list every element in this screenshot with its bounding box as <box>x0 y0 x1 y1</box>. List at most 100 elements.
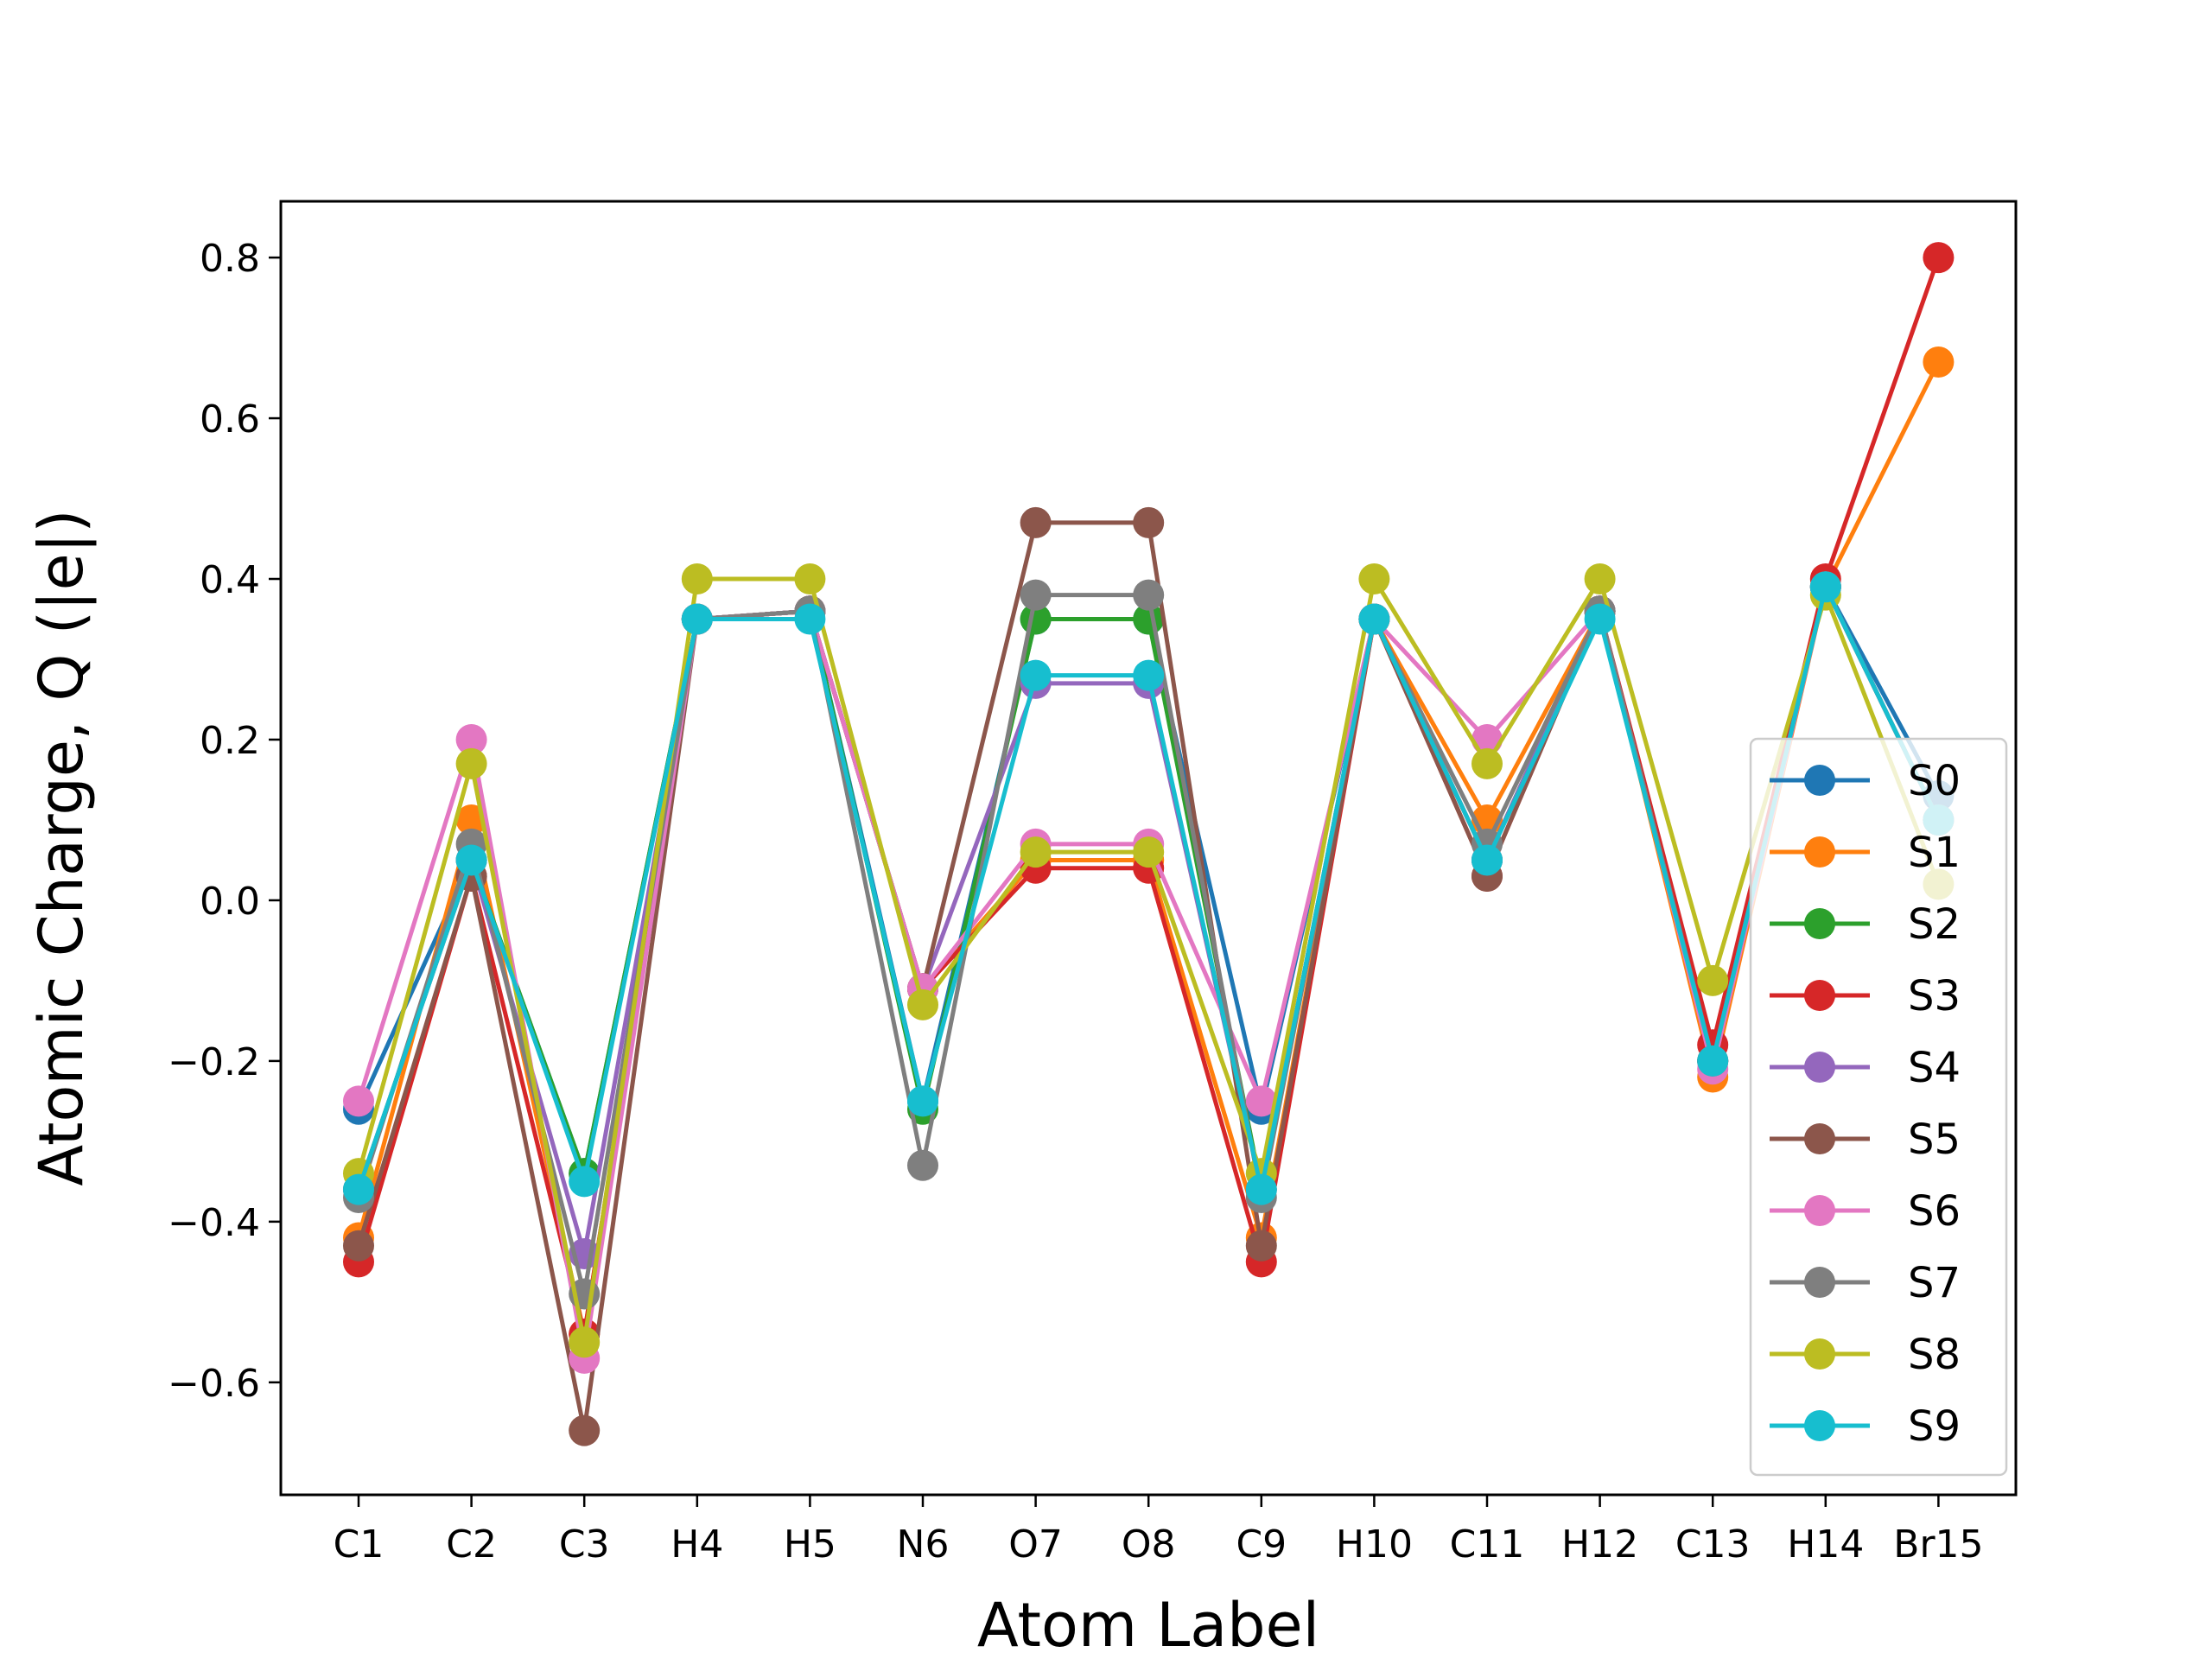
data-point <box>1923 242 1955 274</box>
x-tick-label: H14 <box>1787 1522 1864 1567</box>
legend-item: S8 <box>1770 1331 1961 1379</box>
data-point <box>1584 563 1616 595</box>
legend-marker <box>1804 908 1835 939</box>
data-point <box>1584 603 1616 635</box>
data-point <box>1809 571 1841 603</box>
data-point <box>1923 346 1955 378</box>
data-point <box>455 844 487 876</box>
x-tick-label: C1 <box>334 1522 385 1567</box>
data-point <box>1697 1045 1729 1077</box>
data-point <box>1020 836 1052 868</box>
legend-marker <box>1804 980 1835 1011</box>
data-point <box>1133 579 1165 611</box>
x-tick-label: H4 <box>671 1522 723 1567</box>
data-point <box>343 1173 374 1205</box>
legend-item: S4 <box>1770 1044 1961 1092</box>
legend-item: S5 <box>1770 1116 1961 1164</box>
legend-item: S0 <box>1770 757 1961 805</box>
legend-item: S3 <box>1770 972 1961 1020</box>
data-point <box>343 1230 374 1262</box>
x-tick-label: C3 <box>559 1522 610 1567</box>
legend-marker <box>1804 1052 1835 1083</box>
legend-label: S0 <box>1908 757 1961 805</box>
legend-marker <box>1804 1195 1835 1226</box>
x-tick-label: H5 <box>784 1522 836 1567</box>
legend-item: S1 <box>1770 829 1961 877</box>
legend-item: S2 <box>1770 900 1961 949</box>
legend-marker <box>1804 765 1835 796</box>
legend-marker <box>1804 1410 1835 1441</box>
x-axis: C1 C2 C3 H4 H5 N6 O7 O8 C9 H10 C11 H12 C13 H14 Br15 <box>334 1495 1984 1567</box>
data-point <box>1020 659 1052 691</box>
data-point <box>681 563 713 595</box>
legend: S0 S1 S2 S3 S4 S5 S6 S7 S8 S9 <box>1749 737 2008 1477</box>
data-point <box>1471 747 1503 779</box>
x-tick-label: Br15 <box>1893 1522 1983 1567</box>
legend-item: S7 <box>1770 1259 1961 1307</box>
x-tick-label: C2 <box>446 1522 497 1567</box>
data-point <box>1133 506 1165 538</box>
data-point <box>794 563 826 595</box>
y-tick-label: 0.0 <box>200 880 260 924</box>
data-point <box>794 603 826 635</box>
legend-marker <box>1804 1338 1835 1370</box>
y-tick-label: −0.4 <box>168 1201 260 1245</box>
data-point <box>343 1085 374 1117</box>
data-point <box>907 1085 938 1117</box>
legend-label: S5 <box>1908 1116 1961 1164</box>
data-point <box>1245 1230 1277 1262</box>
data-point <box>1471 844 1503 876</box>
data-point <box>1697 964 1729 996</box>
x-axis-label: Atom Label <box>977 1590 1319 1659</box>
data-point <box>907 988 938 1020</box>
y-tick-label: −0.6 <box>168 1362 260 1406</box>
y-tick-label: −0.2 <box>168 1040 260 1084</box>
data-point <box>569 1166 601 1198</box>
legend-box <box>1749 737 2008 1477</box>
x-tick-label: C11 <box>1450 1522 1525 1567</box>
legend-marker <box>1804 1267 1835 1298</box>
legend-marker <box>1804 1123 1835 1154</box>
y-tick-label: 0.2 <box>200 719 260 763</box>
series-layer <box>343 242 1955 1446</box>
data-point <box>681 603 713 635</box>
x-tick-label: O7 <box>1008 1522 1063 1567</box>
data-point <box>1358 563 1390 595</box>
legend-item: S6 <box>1770 1187 1961 1236</box>
legend-label: S3 <box>1908 972 1961 1020</box>
x-tick-label: C9 <box>1236 1522 1287 1567</box>
legend-label: S9 <box>1908 1402 1961 1451</box>
x-tick-label: N6 <box>897 1522 950 1567</box>
data-point <box>1133 659 1165 691</box>
legend-label: S8 <box>1908 1331 1961 1379</box>
legend-label: S6 <box>1908 1187 1961 1236</box>
data-point <box>1020 506 1052 538</box>
legend-label: S1 <box>1908 829 1961 877</box>
y-tick-label: 0.4 <box>200 558 260 602</box>
x-tick-label: H12 <box>1561 1522 1638 1567</box>
x-tick-label: C13 <box>1675 1522 1751 1567</box>
y-tick-label: 0.6 <box>200 397 260 442</box>
data-point <box>1358 603 1390 635</box>
y-axis-label: Atomic Charge, Q (|e|) <box>26 509 97 1185</box>
data-point <box>1020 579 1052 611</box>
x-tick-label: H10 <box>1336 1522 1413 1567</box>
legend-item: S9 <box>1770 1402 1961 1451</box>
data-point <box>569 1414 601 1446</box>
legend-marker <box>1804 836 1835 868</box>
legend-label: S4 <box>1908 1044 1961 1092</box>
series-s9 <box>343 571 1955 1205</box>
data-point <box>907 1149 938 1181</box>
data-point <box>569 1326 601 1358</box>
data-point <box>1245 1085 1277 1117</box>
data-point <box>1133 836 1165 868</box>
data-point <box>455 723 487 755</box>
x-tick-label: O8 <box>1122 1522 1176 1567</box>
data-point <box>455 747 487 779</box>
data-point <box>1245 1173 1277 1205</box>
legend-label: S7 <box>1908 1259 1961 1307</box>
legend-label: S2 <box>1908 900 1961 949</box>
y-tick-label: 0.8 <box>200 237 260 281</box>
y-axis: −0.6 −0.4 −0.2 0.0 0.2 0.4 0.6 0.8 <box>168 237 281 1406</box>
